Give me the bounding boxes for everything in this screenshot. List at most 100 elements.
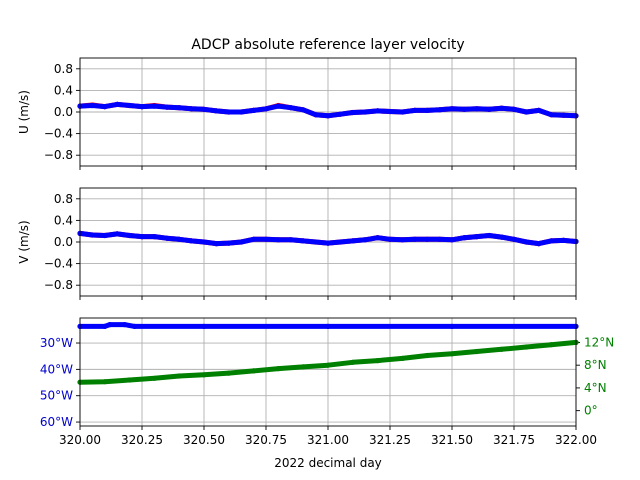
series-blue-point (139, 104, 145, 110)
series-blue-point (561, 112, 567, 118)
series-blue-point (499, 105, 505, 111)
latitude-series-point (226, 370, 232, 376)
y-tick-label-right: 12°N (584, 335, 614, 349)
series-blue-point (263, 236, 269, 242)
longitude-series-point (107, 322, 113, 328)
y-tick-label: 0.4 (54, 213, 73, 227)
series-blue-point (201, 239, 207, 245)
series-blue-point (325, 113, 331, 119)
y-axis-label: U (m/s) (17, 90, 31, 134)
series-blue-point (548, 112, 554, 118)
series-blue-point (300, 107, 306, 113)
series-blue-point (449, 237, 455, 243)
series-blue-point (127, 232, 133, 239)
series-blue-point (114, 231, 120, 237)
latitude-series-point (523, 344, 530, 350)
series-blue-point (275, 103, 281, 109)
series-blue-point (226, 240, 232, 246)
series-blue-point (213, 241, 219, 247)
y-tick-label-left: 30°W (40, 336, 73, 350)
x-tick-label: 321.00 (307, 433, 349, 447)
chart-title: ADCP absolute reference layer velocity (191, 37, 464, 53)
panel-frame (79, 187, 577, 297)
series-blue-point (350, 109, 356, 116)
series-blue-point (176, 236, 182, 242)
latitude-series-point (474, 348, 480, 355)
x-tick-label: 321.50 (431, 433, 473, 447)
y-tick-label: 0.0 (54, 235, 73, 249)
y-tick-label: 0.0 (54, 105, 73, 119)
series-blue-point (523, 109, 530, 115)
longitude-series-point (132, 323, 138, 329)
panel-1: 0.8 0.4 0.0 −0.4 −0.8 U (m/s) (17, 57, 579, 170)
y-tick-label: −0.4 (44, 127, 73, 141)
latitude-series-point (176, 373, 182, 379)
y-tick-label-right: 0° (584, 404, 598, 418)
series-blue-point (412, 236, 418, 242)
longitude-series-point (201, 323, 207, 329)
series-blue-point (350, 238, 356, 244)
series-blue-point (486, 232, 492, 239)
series-blue-point (238, 109, 244, 115)
longitude-series-point (102, 323, 108, 329)
x-tick-label: 321.25 (369, 433, 411, 447)
series-blue-point (362, 109, 368, 115)
series-blue-point (238, 239, 244, 245)
series-blue-point (189, 106, 195, 112)
x-axis-label: 2022 decimal day (274, 456, 382, 470)
series-blue-point (511, 106, 517, 112)
series-blue-point (263, 106, 269, 112)
series-blue-point (499, 234, 505, 240)
latitude-series-point (499, 346, 505, 352)
series-blue-point (461, 106, 467, 112)
latitude-series-point (325, 362, 331, 368)
longitude-series-point (449, 323, 455, 329)
series-blue-point (437, 236, 443, 242)
series-blue-point (102, 232, 108, 239)
series-blue-point (164, 104, 170, 110)
x-tick-label: 320.50 (183, 433, 225, 447)
panel-2: 0.8 0.4 0.0 −0.4 −0.8 V (m/s) (17, 187, 579, 300)
series-blue-point (399, 237, 405, 243)
series-blue-point (412, 107, 418, 113)
series-blue-point (288, 105, 294, 111)
y-tick-label-left: 60°W (40, 415, 73, 429)
y-tick-label-right: 4°N (584, 381, 607, 395)
series-blue-point (288, 237, 294, 243)
series-blue-point (251, 236, 257, 242)
panel-frame (79, 317, 577, 427)
panels: 0.8 0.4 0.0 −0.4 −0.8 U (m/s) 0.8 0.4 0.0 −0.4 −0.… (17, 57, 614, 447)
series-blue-point (523, 239, 530, 245)
series-blue-point (251, 107, 257, 113)
series-blue-point (474, 106, 480, 112)
series-blue-point (313, 239, 319, 245)
x-tick-label: 321.75 (493, 433, 535, 447)
panel-3: 320.00 320.25 320.50 320.75 321.00 321.25 321.… (40, 317, 614, 447)
series-blue-point (511, 236, 517, 242)
latitude-series-point (548, 342, 554, 348)
series-blue-point (337, 111, 343, 117)
series-blue-point (102, 104, 108, 110)
series-blue-point (89, 102, 95, 109)
series-blue-point (275, 237, 281, 243)
latitude-series-point (300, 364, 306, 370)
series-blue-point (548, 238, 554, 244)
series-blue-point (226, 109, 232, 115)
x-tick-label: 320.00 (59, 433, 101, 447)
latitude-series-point (127, 377, 133, 383)
series-blue-point (127, 102, 133, 109)
latitude-series-point (350, 359, 356, 365)
series-blue-point (213, 108, 219, 114)
series-blue-point (536, 241, 542, 247)
series-blue-point (449, 106, 455, 112)
series-blue-point (176, 105, 182, 111)
series-blue-point (164, 235, 170, 241)
series-blue-point (387, 108, 393, 115)
latitude-series-point (201, 372, 207, 378)
series-blue-point (375, 108, 381, 114)
latitude-series-point (375, 358, 381, 364)
y-axis-label: V (m/s) (17, 220, 31, 263)
series-blue-point (313, 112, 319, 118)
x-tick-label: 320.75 (245, 433, 287, 447)
